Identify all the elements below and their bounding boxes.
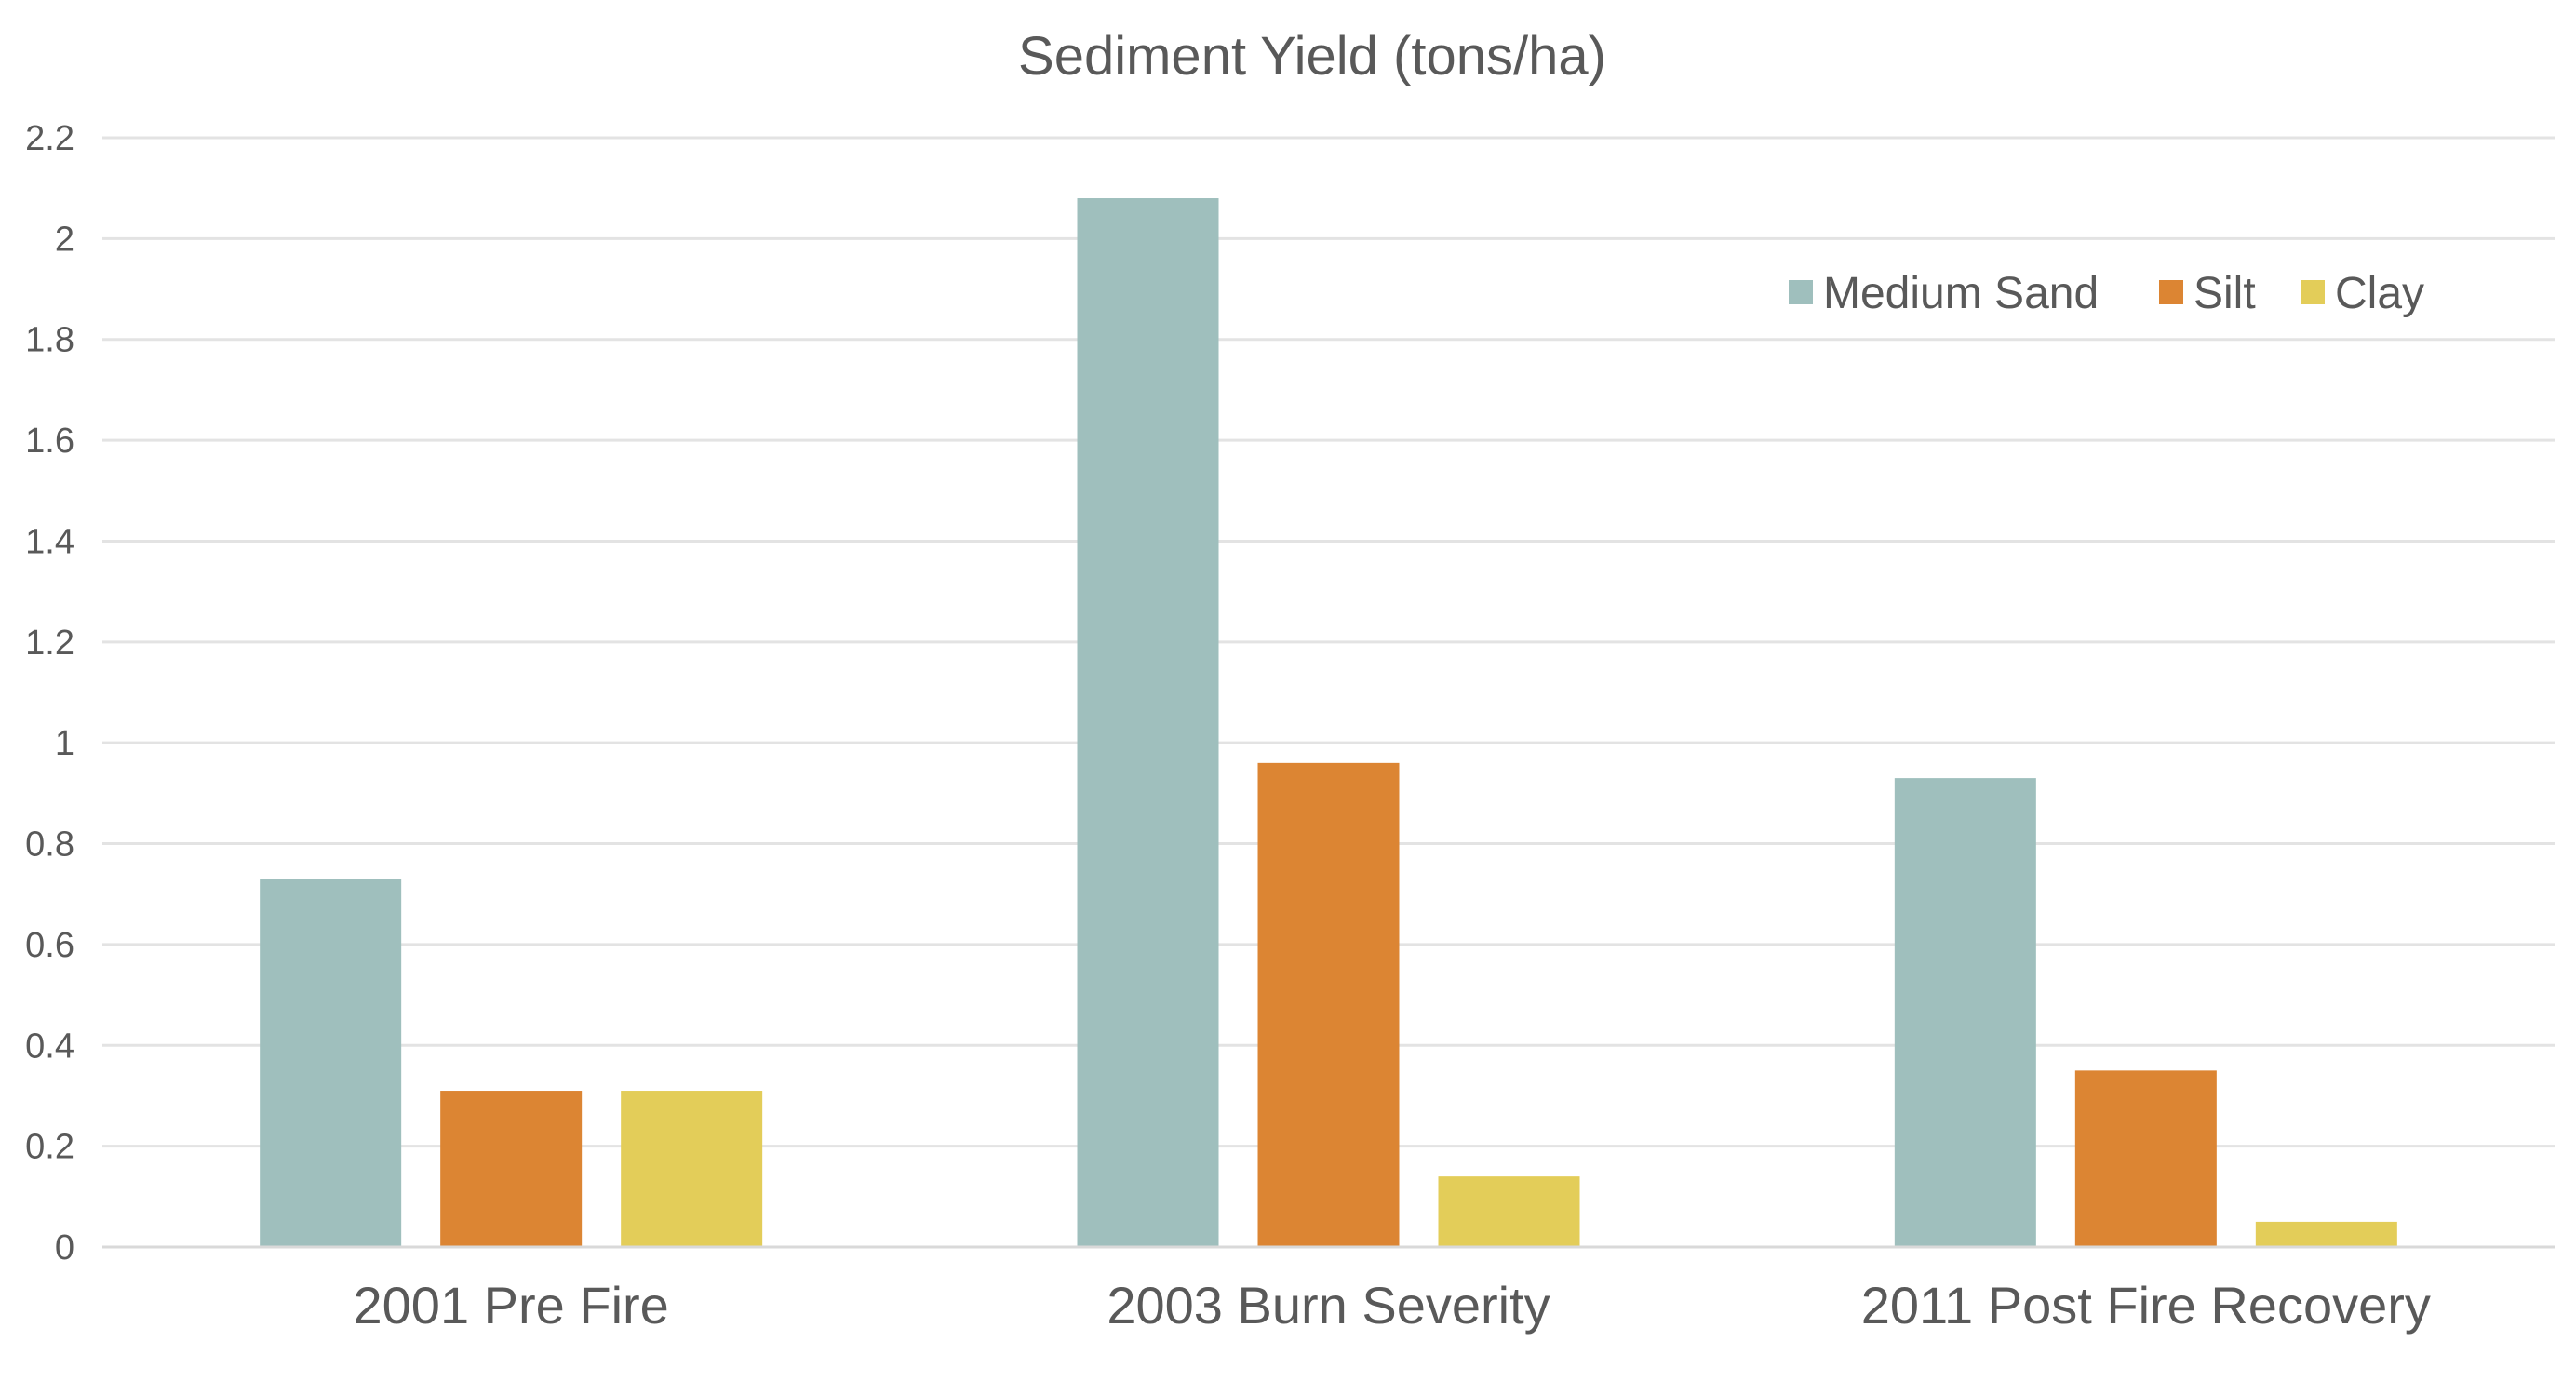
y-tick-label: 0.2 bbox=[25, 1128, 74, 1167]
gridlines bbox=[102, 136, 2555, 1148]
y-tick-label: 2.2 bbox=[25, 119, 74, 158]
bar bbox=[2074, 1070, 2217, 1247]
x-tick-label: 2003 Burn Severity bbox=[1107, 1276, 1550, 1335]
y-tick-label: 1.2 bbox=[25, 624, 74, 663]
chart-title: Sediment Yield (tons/ha) bbox=[1018, 26, 1606, 87]
y-tick-label: 1 bbox=[55, 724, 74, 763]
y-tick-label: 1.4 bbox=[25, 522, 74, 561]
bar bbox=[440, 1091, 583, 1247]
legend-label: Clay bbox=[2335, 269, 2424, 318]
y-tick-label: 0.6 bbox=[25, 926, 74, 965]
bar bbox=[1438, 1176, 1580, 1247]
y-tick-label: 2 bbox=[55, 220, 74, 259]
legend-swatch bbox=[1789, 280, 1813, 304]
x-tick-label: 2011 Post Fire Recovery bbox=[1861, 1276, 2431, 1335]
legend-swatch bbox=[2159, 280, 2183, 304]
bar bbox=[621, 1091, 763, 1247]
bar bbox=[1257, 762, 1400, 1247]
x-tick-label: 2001 Pre Fire bbox=[354, 1276, 669, 1335]
bar bbox=[1077, 198, 1219, 1247]
bar bbox=[260, 879, 402, 1247]
legend: Medium Sand Silt Clay bbox=[1789, 269, 2424, 318]
y-axis-ticks: 0 0.2 0.4 0.6 0.8 1 1.2 1.4 1.6 1.8 2 2.2 bbox=[25, 119, 74, 1268]
bars bbox=[260, 198, 2397, 1247]
y-tick-label: 0.8 bbox=[25, 825, 74, 865]
y-tick-label: 1.8 bbox=[25, 321, 74, 360]
y-tick-label: 1.6 bbox=[25, 422, 74, 461]
y-tick-label: 0.4 bbox=[25, 1026, 74, 1066]
x-axis-ticks: 2001 Pre Fire 2003 Burn Severity 2011 Post… bbox=[354, 1276, 2431, 1335]
legend-swatch bbox=[2301, 280, 2325, 304]
bar bbox=[1894, 778, 2036, 1247]
bar bbox=[2255, 1221, 2397, 1247]
legend-label: Silt bbox=[2194, 269, 2256, 318]
y-tick-label: 0 bbox=[55, 1228, 74, 1268]
legend-label: Medium Sand bbox=[1823, 269, 2099, 318]
